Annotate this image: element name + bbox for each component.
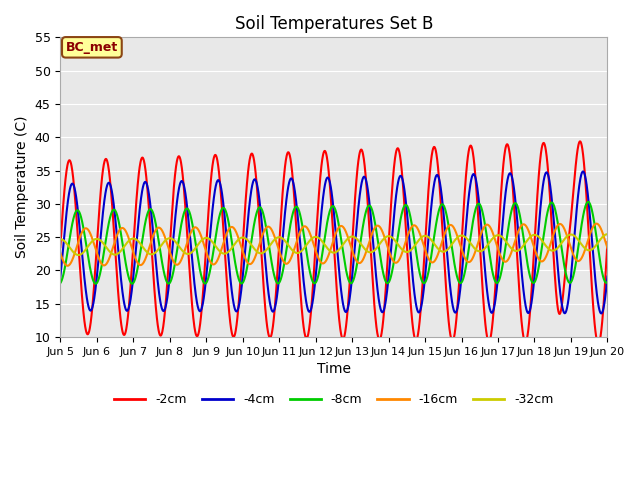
Title: Soil Temperatures Set B: Soil Temperatures Set B <box>235 15 433 33</box>
Legend: -2cm, -4cm, -8cm, -16cm, -32cm: -2cm, -4cm, -8cm, -16cm, -32cm <box>109 388 559 411</box>
Text: BC_met: BC_met <box>66 41 118 54</box>
Y-axis label: Soil Temperature (C): Soil Temperature (C) <box>15 116 29 258</box>
X-axis label: Time: Time <box>317 362 351 376</box>
